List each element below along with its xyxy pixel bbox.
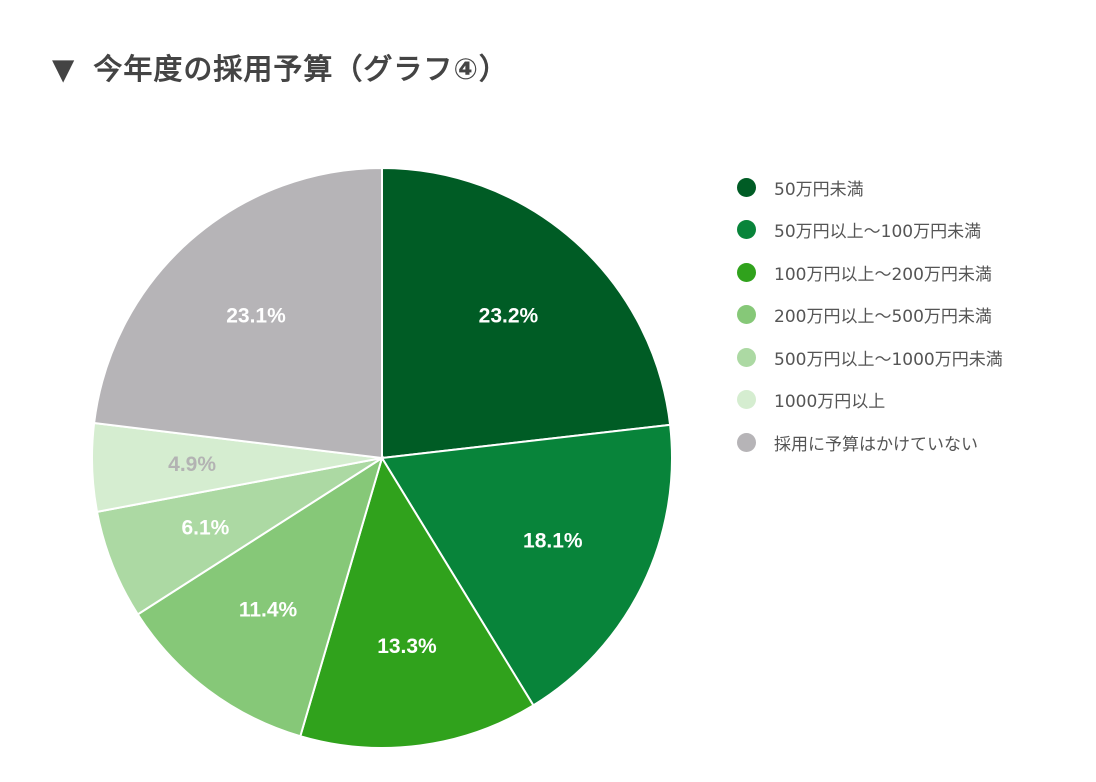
pie-slice — [381, 166, 672, 460]
legend-item: 採用に予算はかけていない — [737, 421, 1003, 464]
legend-item: 50万円未満 — [737, 166, 1003, 209]
legend-item: 100万円以上～200万円未満 — [737, 251, 1003, 294]
legend-item: 500万円以上～1000万円未満 — [737, 336, 1003, 379]
legend-item: 200万円以上～500万円未満 — [737, 294, 1003, 337]
legend-swatch — [737, 305, 756, 325]
pie-data-label: 6.1% — [181, 517, 229, 540]
legend-swatch — [737, 262, 756, 282]
pie-slice — [136, 455, 384, 738]
pie-data-label: 4.9% — [168, 453, 216, 476]
legend-item: 1000万円以上 — [737, 379, 1003, 422]
pie-slice — [299, 455, 535, 749]
chart-title: ▼ 今年度の採用予算（グラフ④） — [52, 46, 509, 88]
pie-data-label: 11.4% — [239, 599, 298, 622]
legend-swatch — [737, 220, 756, 240]
pie-slice — [380, 423, 673, 707]
pie-data-labels: 23.2% 18.1% 13.3% 11.4% 6.1% 4.9% 23.1% — [168, 304, 583, 658]
legend-label: 50万円以上～100万円未満 — [774, 222, 982, 243]
legend-swatch — [737, 390, 756, 410]
legend-swatch — [737, 347, 756, 367]
legend-item: 50万円以上～100万円未満 — [737, 209, 1003, 252]
pie-data-label: 18.1% — [523, 530, 583, 553]
pie-data-label: 23.2% — [479, 305, 539, 328]
pie-slice — [93, 166, 383, 460]
legend-label: 50万円未満 — [774, 179, 864, 200]
chart-title-text: 今年度の採用予算（グラフ④） — [93, 52, 509, 86]
triangle-down-icon: ▼ — [52, 52, 76, 86]
legend-swatch — [737, 432, 756, 452]
pie-data-label: 13.3% — [377, 635, 437, 658]
legend-label: 200万円以上～500万円未満 — [774, 307, 992, 328]
legend-label: 採用に予算はかけていない — [774, 434, 978, 455]
pie-data-label: 23.1% — [226, 304, 286, 327]
legend-swatch — [737, 177, 756, 197]
legend-label: 1000万円以上 — [774, 392, 886, 413]
chart-legend: 50万円未満 50万円以上～100万円未満 100万円以上～200万円未満 200万円… — [737, 166, 1003, 464]
legend-label: 500万円以上～1000万円未満 — [774, 349, 1003, 370]
pie-slices — [91, 166, 673, 749]
legend-label: 100万円以上～200万円未満 — [774, 264, 992, 285]
